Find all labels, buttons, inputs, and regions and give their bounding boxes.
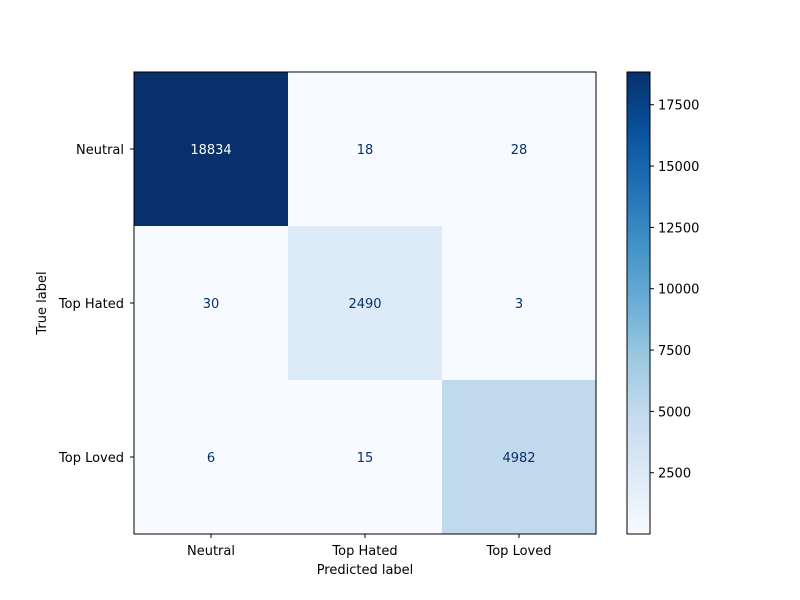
x-tick-label: Top Hated (331, 544, 397, 559)
colorbar-ticks: 2500 5000 7500 10000 12500 15000 17500 (650, 99, 699, 482)
heatmap-cell-1-2 (442, 226, 596, 380)
heatmap-cell-1-0 (134, 226, 288, 380)
cell-value-2-2: 4982 (502, 451, 535, 466)
cell-value-1-2: 3 (515, 297, 523, 312)
cell-value-2-1: 15 (357, 451, 374, 466)
cell-value-0-1: 18 (357, 143, 374, 158)
x-tick-label: Top Loved (486, 544, 552, 559)
colorbar-tick-label: 5000 (658, 405, 691, 420)
heatmap-cell-0-0 (134, 72, 288, 226)
heatmap-cell-2-2 (442, 380, 596, 534)
cell-value-2-0: 6 (207, 451, 215, 466)
cell-value-0-2: 28 (511, 143, 528, 158)
heatmap-cells (134, 72, 596, 534)
colorbar-tick-label: 17500 (658, 99, 699, 114)
colorbar-tick-label: 7500 (658, 344, 691, 359)
heatmap-cell-0-1 (288, 72, 442, 226)
x-axis-label: Predicted label (317, 563, 414, 578)
cell-value-0-0: 18834 (190, 143, 231, 158)
y-tick-label: Neutral (76, 143, 124, 158)
x-axis-ticks: Neutral Top Hated Top Loved (187, 534, 551, 559)
cell-value-1-0: 30 (203, 297, 220, 312)
heatmap-cell-2-0 (134, 380, 288, 534)
colorbar-tick-label: 15000 (658, 160, 699, 175)
y-tick-label: Top Hated (58, 297, 124, 312)
y-axis-label: True label (35, 271, 50, 335)
heatmap-cell-0-2 (442, 72, 596, 226)
heatmap-cell-2-1 (288, 380, 442, 534)
colorbar-tick-label: 2500 (658, 467, 691, 482)
heatmap-cell-labels: 18834 18 28 30 2490 3 6 15 4982 (190, 143, 535, 466)
x-tick-label: Neutral (187, 544, 235, 559)
heatmap-cell-1-1 (288, 226, 442, 380)
cell-value-1-1: 2490 (348, 297, 381, 312)
y-tick-label: Top Loved (58, 451, 124, 466)
y-axis-ticks: Neutral Top Hated Top Loved (58, 143, 134, 466)
colorbar-tick-label: 10000 (658, 283, 699, 298)
colorbar-tick-label: 12500 (658, 221, 699, 236)
colorbar (626, 71, 651, 535)
